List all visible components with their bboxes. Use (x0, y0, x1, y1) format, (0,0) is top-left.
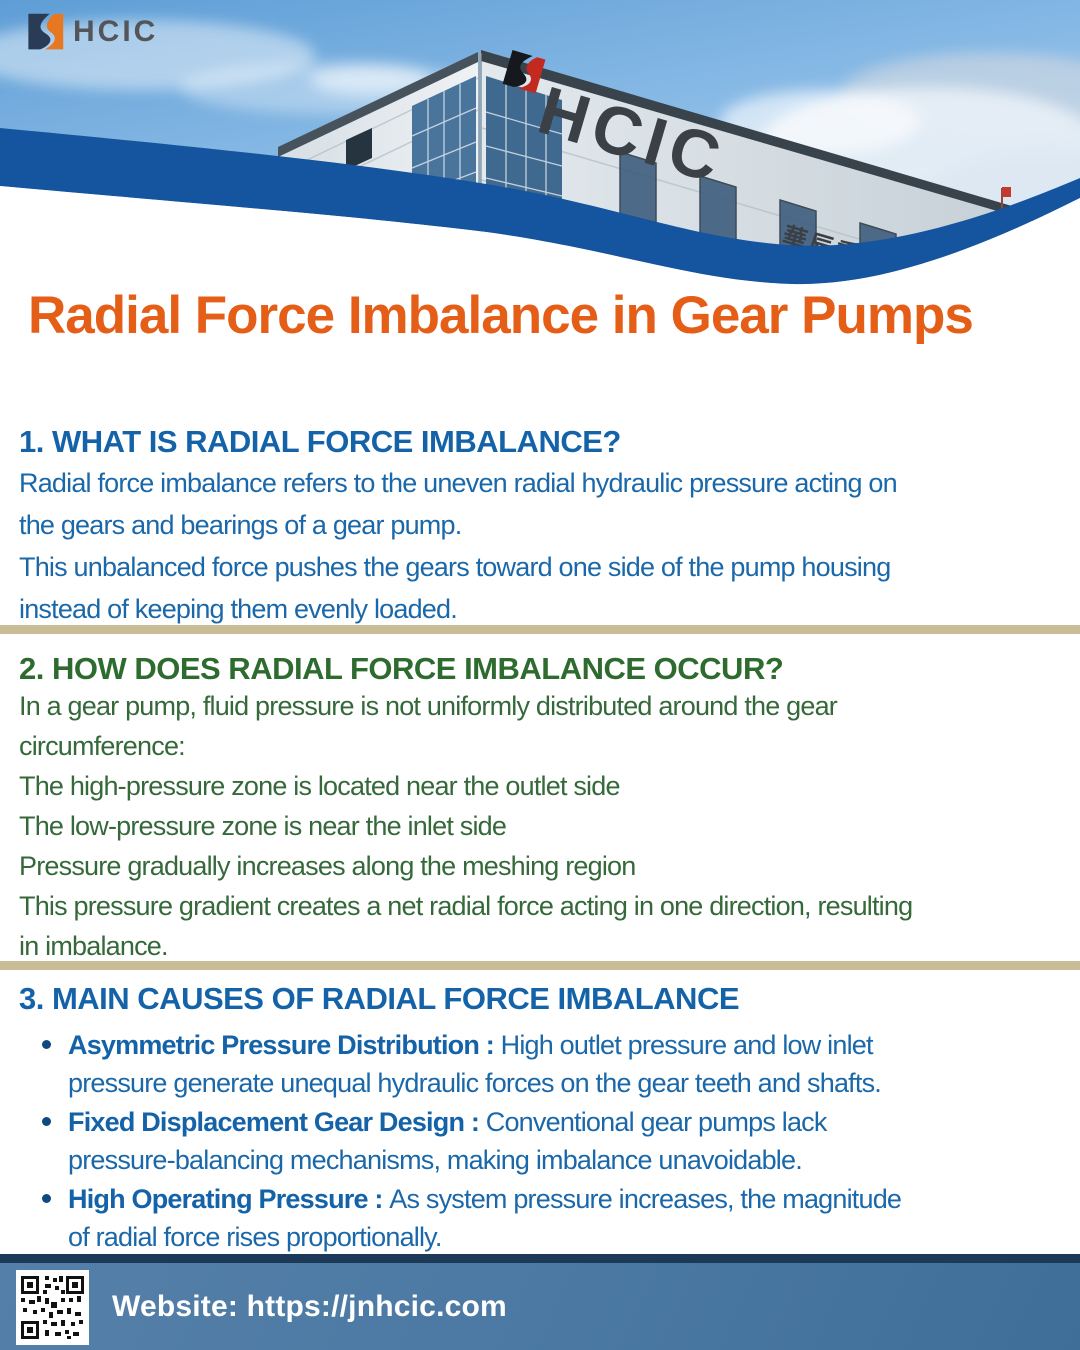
causes-bullet-list: Asymmetric Pressure Distribution : High … (42, 1026, 1052, 1257)
bullet-dot-icon (42, 1040, 51, 1049)
section-1-body: Radial force imbalance refers to the une… (19, 468, 898, 624)
bullet-text: High outlet pressure and low inlet press… (68, 1030, 882, 1098)
header-photo: HCIC 華辰重科 (0, 0, 1080, 357)
footer-top-strip (0, 1254, 1080, 1263)
bullet-separator: : (367, 1184, 390, 1214)
section-divider (0, 961, 1080, 970)
qr-code (16, 1270, 89, 1345)
roof-flag (1001, 187, 1011, 209)
window (346, 128, 372, 170)
wave-white-mask (0, 186, 1080, 300)
section-divider (0, 625, 1080, 634)
hcic-logo: HCIC (26, 13, 158, 51)
bullet-lead: Fixed Displacement Gear Design (68, 1107, 465, 1137)
footer-bar (0, 1263, 1080, 1350)
sign-logo-icon (502, 50, 546, 94)
bullet-separator: : (479, 1030, 501, 1060)
section-2-heading: 2. HOW DOES RADIAL FORCE IMBALANCE OCCUR… (19, 651, 784, 686)
qr-code-pattern (21, 1276, 84, 1339)
bullet-item-fixed-displacement: Fixed Displacement Gear Design : Convent… (42, 1103, 1052, 1179)
section-1-heading: 1. WHAT IS RADIAL FORCE IMBALANCE? (19, 424, 621, 459)
building-photo-illustration: HCIC 華辰重科 (0, 0, 1080, 357)
section-2-body: In a gear pump, fluid pressure is not un… (19, 691, 913, 961)
bullet-lead: Asymmetric Pressure Distribution (68, 1030, 480, 1060)
bullet-separator: : (464, 1107, 486, 1137)
section-3-heading: 3. MAIN CAUSES OF RADIAL FORCE IMBALANCE (19, 981, 740, 1016)
wave-band (0, 128, 1080, 285)
bullet-dot-icon (42, 1194, 51, 1203)
footer-website: Website: https://jnhcic.com (112, 1289, 507, 1323)
page-title: Radial Force Imbalance in Gear Pumps (28, 286, 974, 345)
bullet-dot-icon (42, 1117, 51, 1126)
hcic-logo-icon (28, 13, 64, 50)
bullet-item-asymmetric-pressure: Asymmetric Pressure Distribution : High … (42, 1026, 1052, 1102)
bullet-text: Conventional gear pumps lack pressure-ba… (68, 1107, 827, 1175)
bullet-text: As system pressure increases, the magnit… (68, 1184, 902, 1252)
bullet-item-high-operating-pressure: High Operating Pressure : As system pres… (42, 1180, 1052, 1256)
hcic-logo-text: HCIC (73, 15, 159, 48)
bullet-lead: High Operating Pressure (68, 1184, 368, 1214)
